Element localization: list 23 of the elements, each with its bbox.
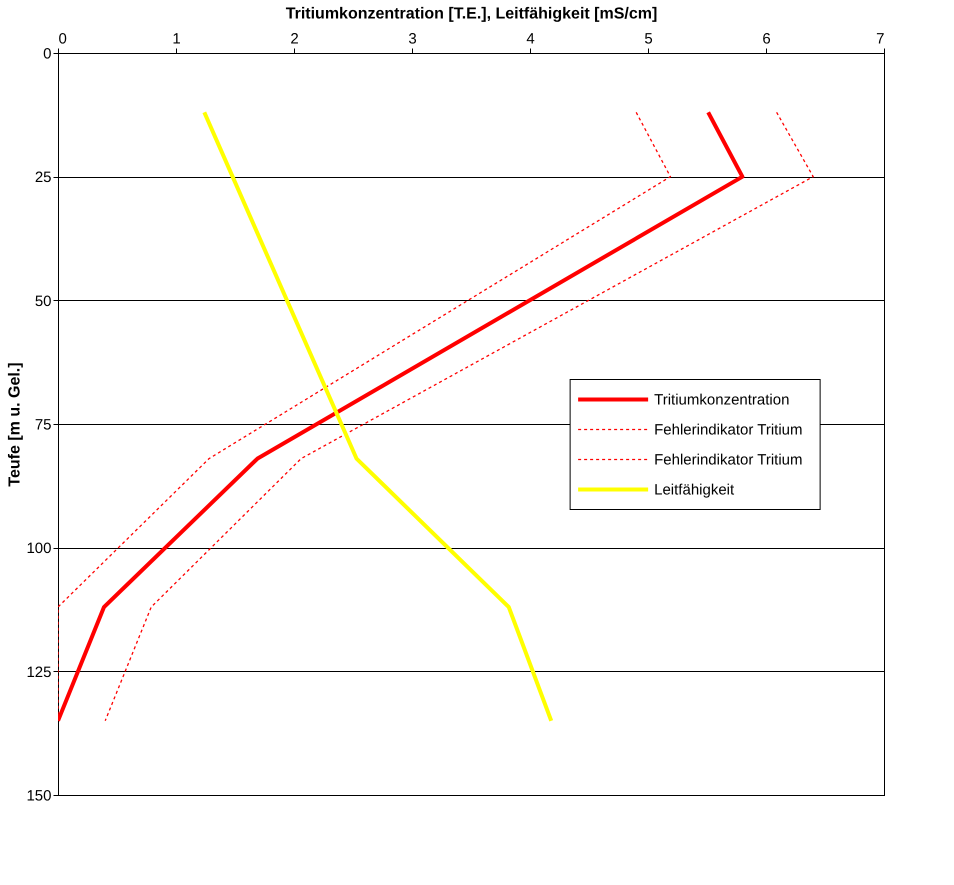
line-series [202, 110, 554, 723]
legend-label: Tritiumkonzentration [654, 391, 790, 408]
line-series [104, 112, 814, 722]
x-tick-label: 2 [290, 30, 299, 48]
legend-label: Fehlerindikator Tritium [654, 421, 803, 438]
x-tick-label: 6 [762, 30, 771, 48]
x-tick-label: 1 [172, 30, 181, 48]
x-tick-label: 3 [408, 30, 417, 48]
legend-label: Leitfähigkeit [654, 481, 736, 498]
y-tick-label: 75 [34, 416, 52, 434]
x-tick-label: 0 [58, 30, 67, 48]
x-tick-label: 7 [876, 30, 884, 48]
x-tick-label: 5 [644, 30, 653, 48]
y-tick-label: 0 [43, 46, 52, 62]
y-tick-label: 25 [34, 169, 52, 186]
y-axis-title: Teufe [m u. Gel.] [6, 362, 24, 487]
legend-label: Fehlerindikator Tritium [654, 451, 803, 468]
y-tick-label: 100 [26, 540, 52, 558]
y-tick-label: 150 [26, 788, 52, 804]
y-tick-label: 125 [26, 664, 52, 681]
x-axis-title: Tritiumkonzentration [T.E.], Leitfähigkeit [mS/cm] [286, 6, 658, 22]
x-tick-label: 4 [526, 30, 535, 48]
y-tick-label: 50 [34, 292, 52, 310]
